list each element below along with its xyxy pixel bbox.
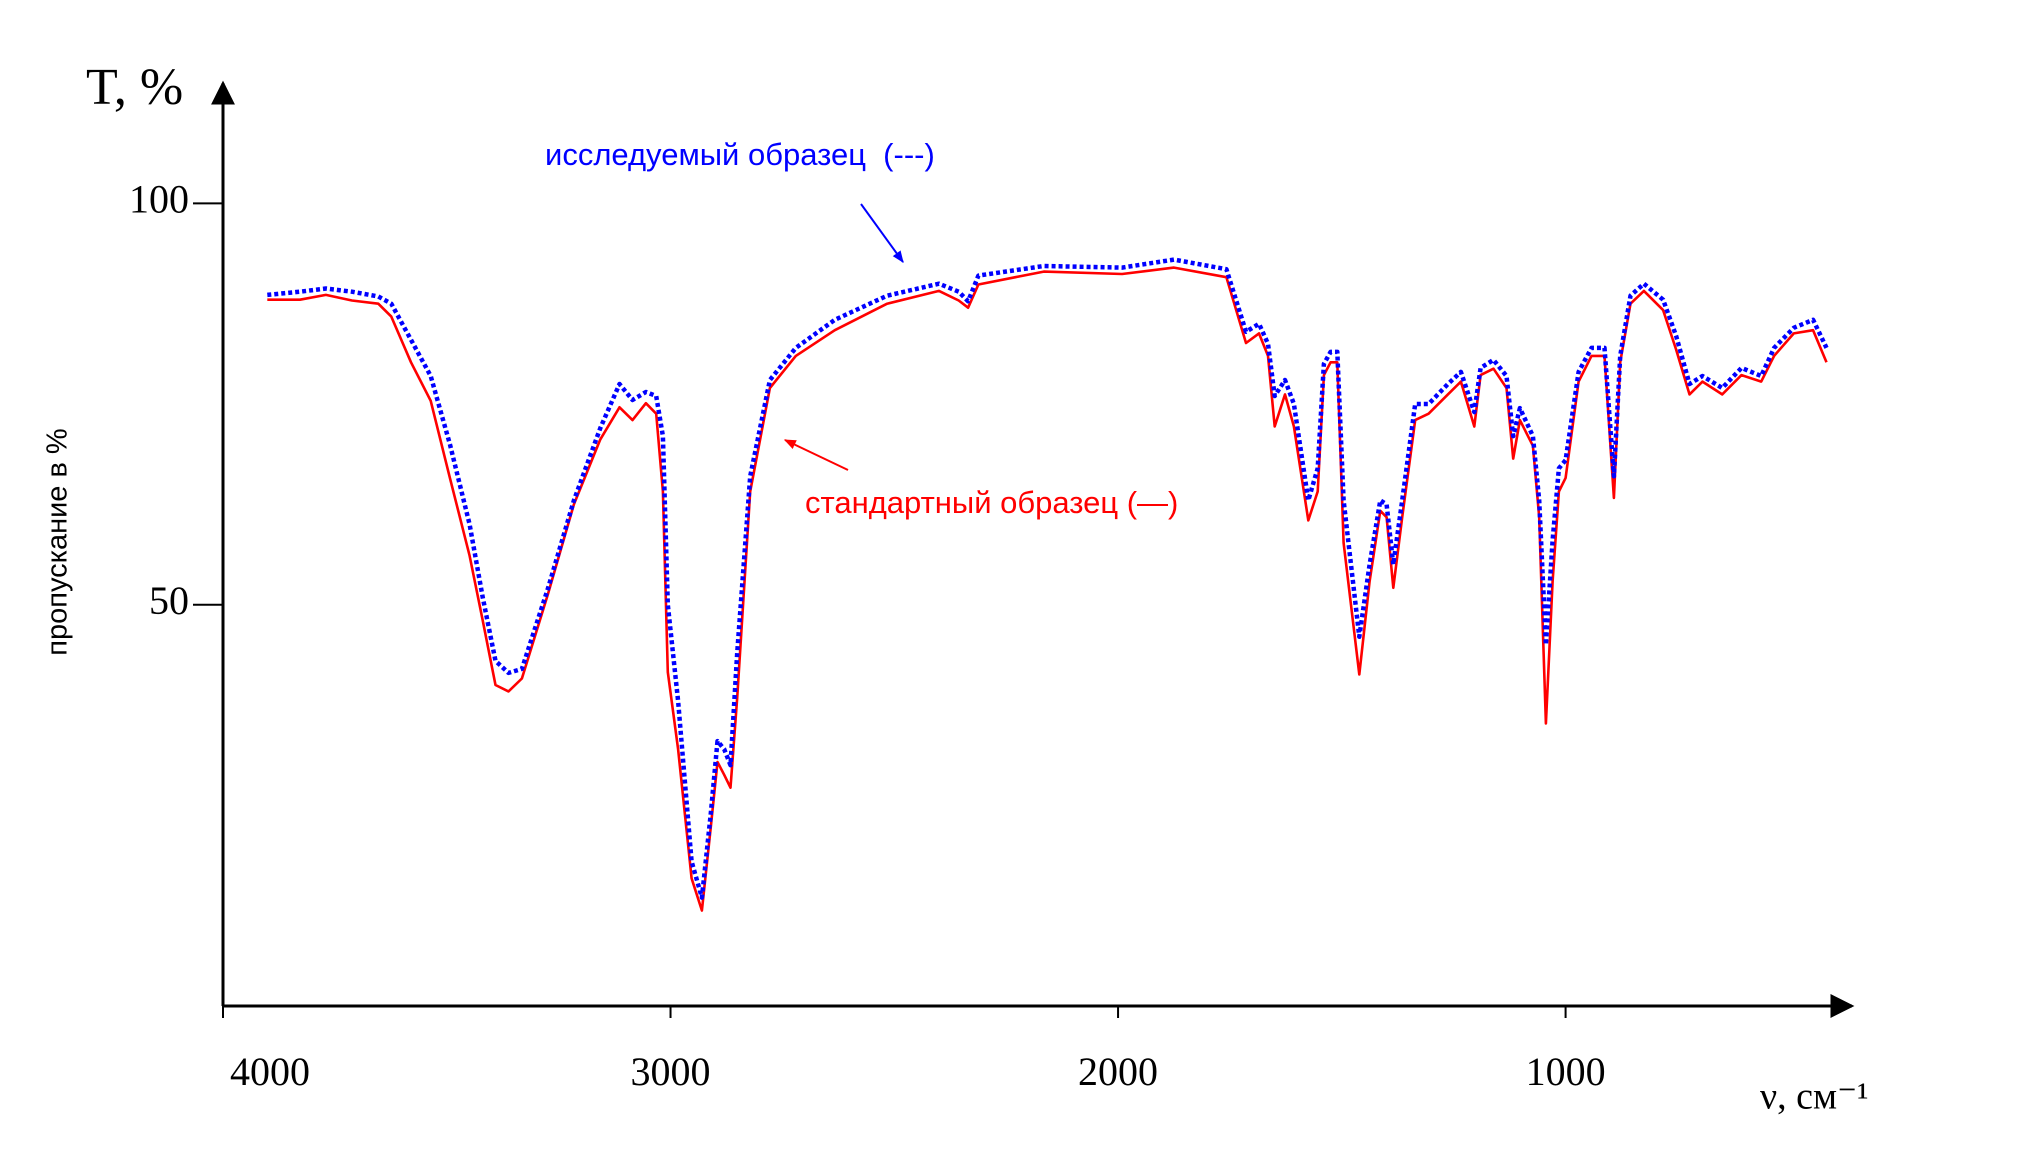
annotation: исследуемый образец (---) xyxy=(545,137,935,172)
annotation-arrow xyxy=(783,439,849,471)
annotation-arrow xyxy=(860,203,904,263)
y-tick-label: 100 xyxy=(129,177,189,222)
y-tick-label: 50 xyxy=(149,578,189,623)
x-tick-label: 4000 xyxy=(230,1049,310,1094)
x-tick-label: 2000 xyxy=(1078,1049,1158,1094)
spectrum-line xyxy=(267,266,1828,912)
x-axis-label: ν, см⁻¹ xyxy=(1760,1076,1869,1118)
y-axis-label: пропускание в % xyxy=(42,428,74,655)
y-axis-symbol: T, % xyxy=(86,59,183,116)
spectrum-line xyxy=(267,257,1829,900)
annotation: стандартный образец (—) xyxy=(805,485,1178,520)
x-tick-label: 1000 xyxy=(1526,1049,1606,1094)
x-tick-label: 3000 xyxy=(631,1049,711,1094)
